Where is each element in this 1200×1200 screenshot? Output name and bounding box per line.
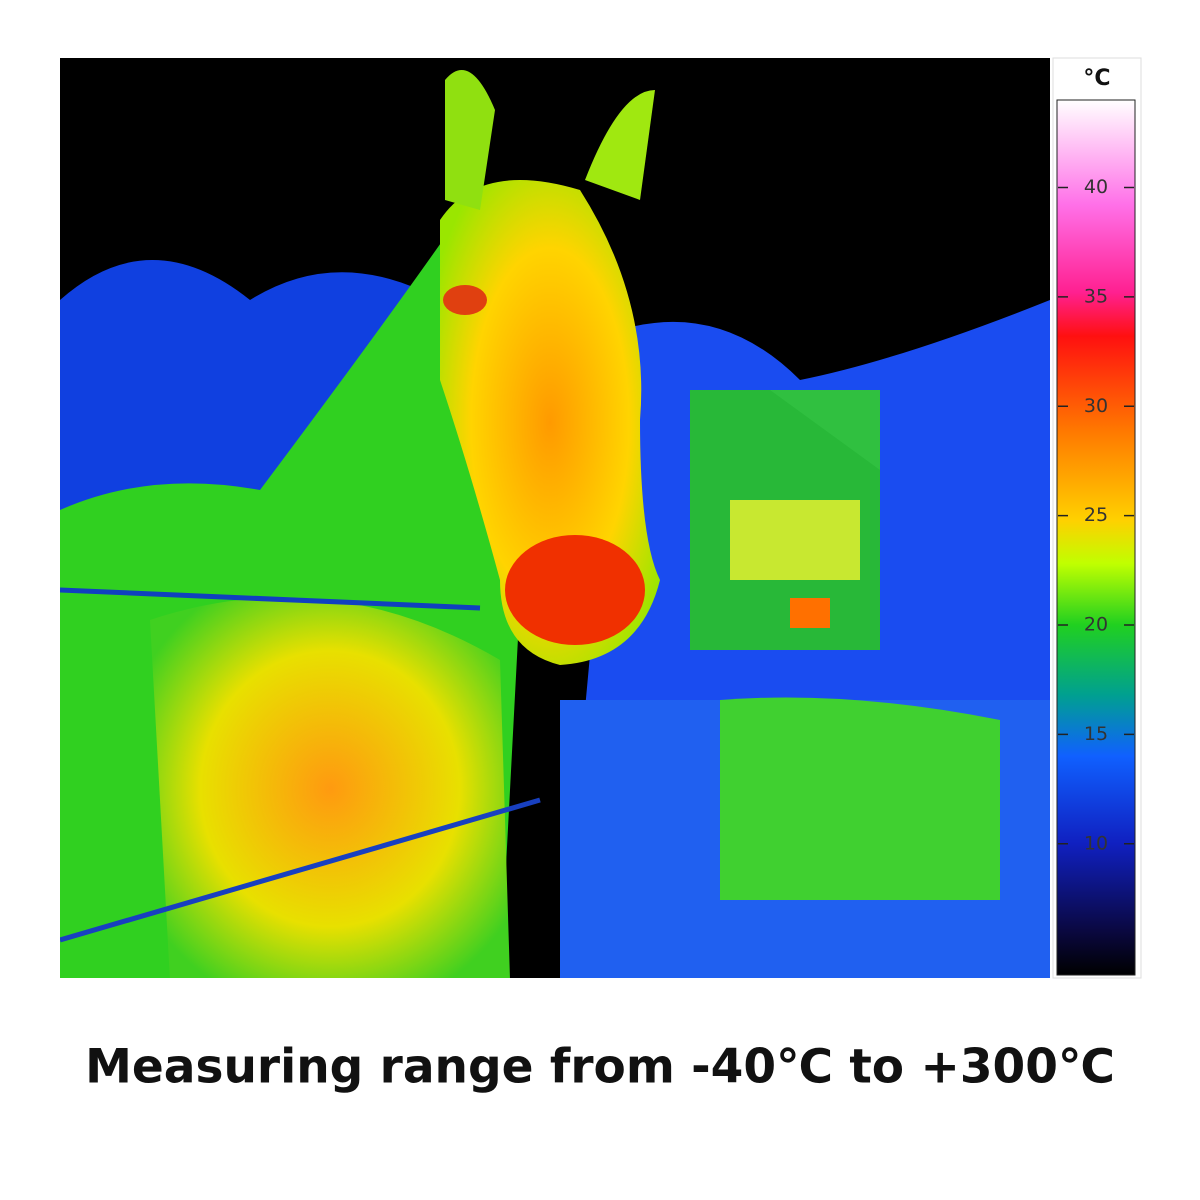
tick-label: 30: [1084, 395, 1108, 417]
tick-label: 25: [1084, 504, 1108, 526]
colorbar-unit: °C: [1083, 66, 1110, 91]
tick-label: 40: [1084, 176, 1108, 198]
tick-label: 35: [1084, 285, 1108, 307]
tick-label: 10: [1084, 832, 1108, 854]
caption: Measuring range from -40℃ to +300℃: [85, 1040, 1115, 1095]
thermal-image: [60, 58, 1050, 978]
tick-label: 20: [1084, 614, 1108, 636]
colorbar: [1056, 99, 1136, 976]
tick-label: 15: [1084, 723, 1108, 745]
